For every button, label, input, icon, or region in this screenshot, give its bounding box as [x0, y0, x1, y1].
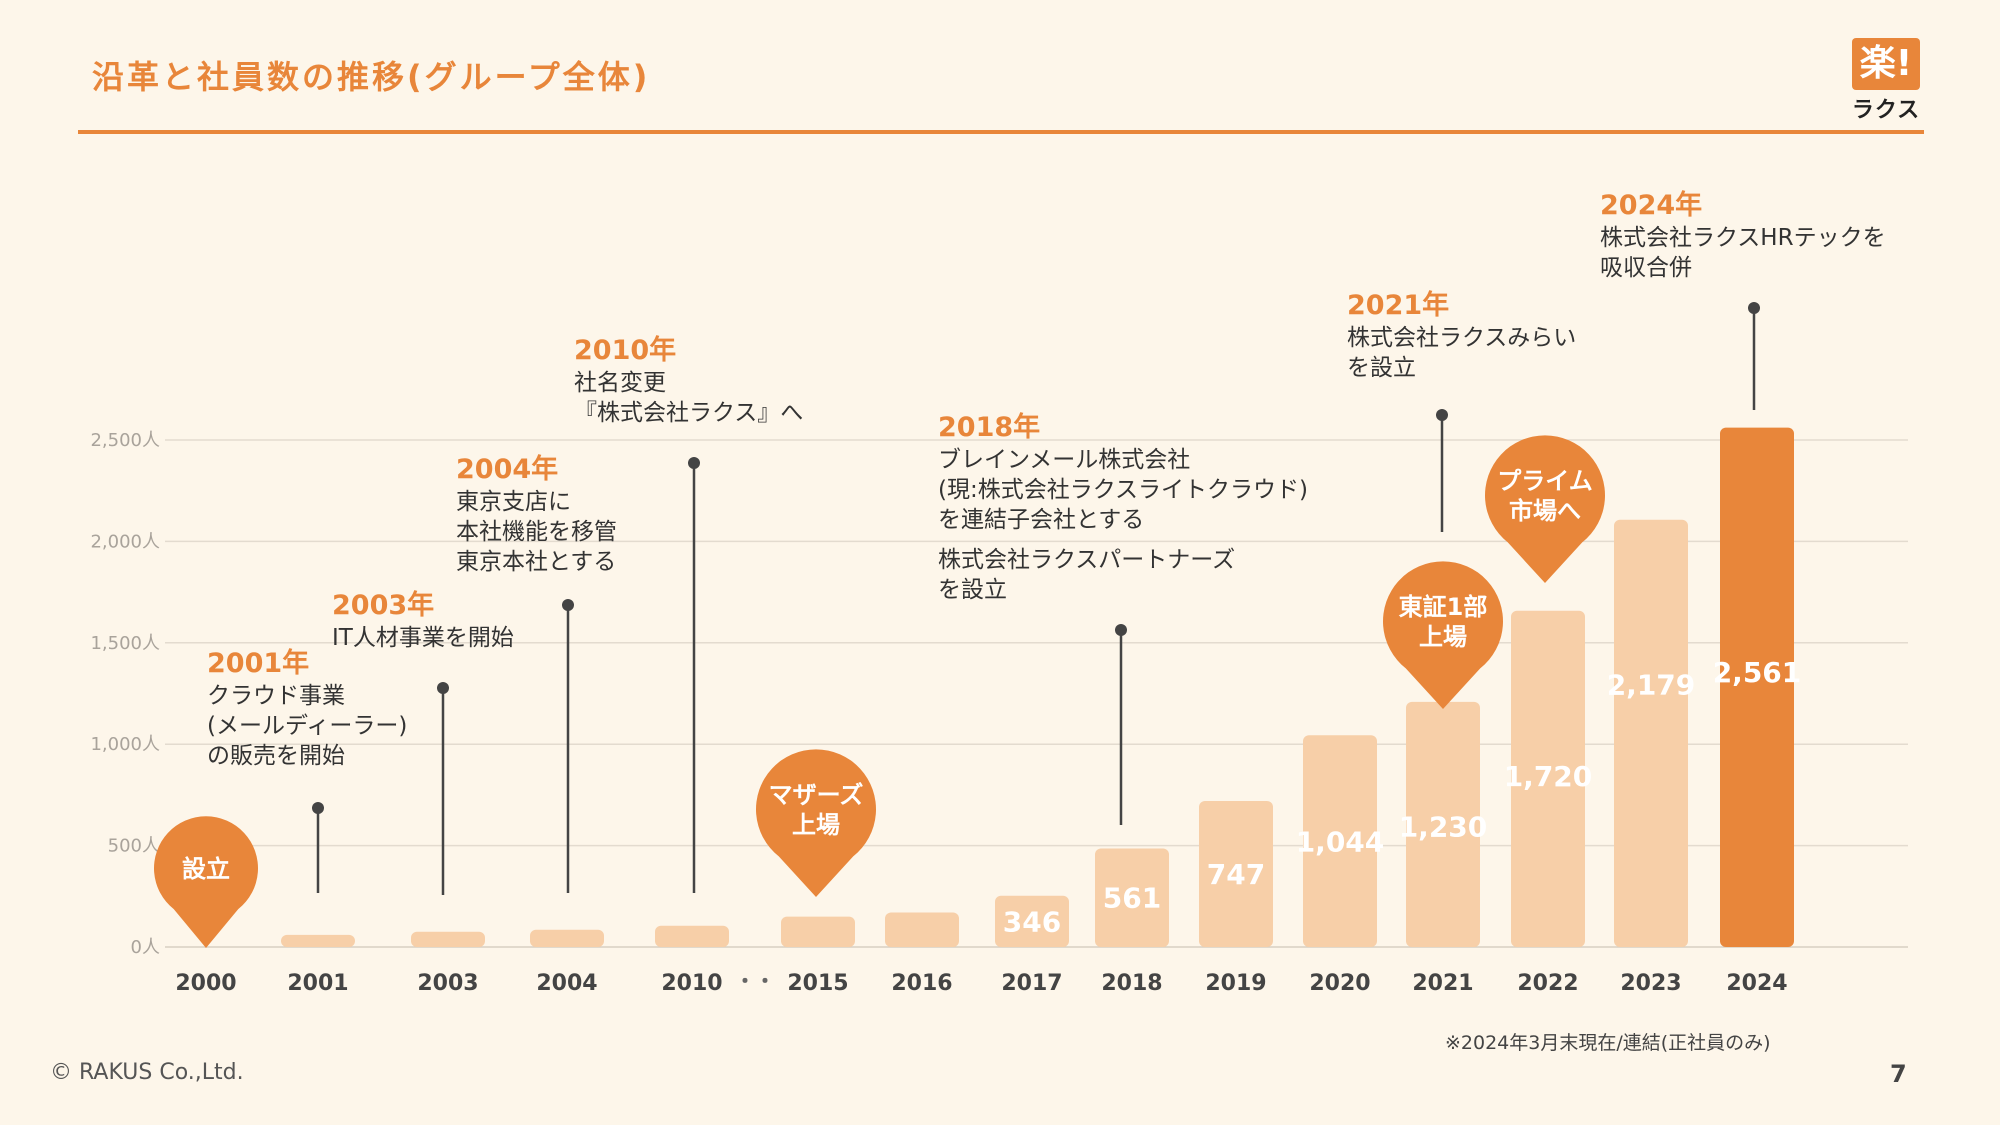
x-tick-label: 2003	[417, 971, 478, 996]
x-tick-label: 2015	[787, 971, 848, 996]
milestone-balloon	[1382, 561, 1504, 709]
milestone-label: 上場	[792, 811, 840, 839]
milestone-balloon	[154, 816, 258, 948]
x-tick-label: 2023	[1620, 971, 1681, 996]
y-tick-label: 2,000人	[90, 531, 160, 552]
event-text: 吸収合併	[1600, 255, 1692, 281]
event-year: 2003年	[332, 589, 434, 621]
event-year: 2010年	[574, 334, 676, 366]
page-title: 沿革と社員数の推移(グループ全体)	[92, 58, 651, 96]
bar	[411, 931, 485, 947]
copyright: © RAKUS Co.,Ltd.	[50, 1060, 244, 1085]
event-text: 東京支店に	[456, 489, 571, 515]
x-tick-label: 2010	[661, 971, 722, 996]
event-text: 東京本社とする	[456, 549, 616, 575]
event-text: を設立	[938, 577, 1007, 603]
event-pin-dot	[1748, 302, 1760, 314]
y-tick-label: 0人	[131, 937, 160, 958]
bar	[885, 912, 959, 947]
event-pin-dot	[562, 599, 574, 611]
milestone-label: マザーズ	[769, 781, 864, 809]
data-label: 561	[1103, 882, 1161, 915]
milestone-balloon	[756, 749, 877, 897]
event-text: 株式会社ラクスパートナーズ	[938, 547, 1235, 573]
milestone-label: 市場へ	[1509, 497, 1581, 525]
event-year: 2018年	[938, 411, 1040, 443]
milestone-label: 東証1部	[1399, 593, 1488, 621]
data-label: 346	[1003, 905, 1061, 938]
data-label: 747	[1207, 858, 1265, 891]
data-label: 1,044	[1296, 826, 1385, 859]
event-text: 社名変更	[574, 370, 666, 396]
event-text: を設立	[1347, 355, 1416, 381]
event-text: を連結子会社とする	[938, 507, 1144, 533]
event-text: ブレインメール株式会社	[938, 447, 1190, 473]
data-label: 1,720	[1504, 760, 1593, 793]
y-tick-label: 500人	[108, 836, 160, 857]
event-pin-dot	[312, 802, 324, 814]
x-tick-label: 2022	[1517, 971, 1578, 996]
event-year: 2024年	[1600, 189, 1702, 221]
event-year: 2021年	[1347, 289, 1449, 321]
bar	[1720, 427, 1794, 947]
event-text: クラウド事業	[207, 683, 345, 709]
event-year: 2004年	[456, 453, 558, 485]
bar	[995, 895, 1069, 947]
event-text: 『株式会社ラクス』へ	[574, 400, 803, 426]
bar	[1511, 610, 1585, 947]
milestone-label: 設立	[182, 855, 230, 883]
data-label: 1,230	[1399, 811, 1488, 844]
bar	[1406, 701, 1480, 947]
bar	[281, 934, 355, 947]
y-tick-label: 2,500人	[90, 430, 160, 451]
event-text: 株式会社ラクスみらい	[1347, 325, 1576, 351]
axis-break: ・・	[735, 969, 775, 993]
y-tick-label: 1,500人	[90, 633, 160, 654]
event-text: の販売を開始	[207, 743, 345, 769]
bar	[655, 925, 729, 947]
event-pin-dot	[437, 682, 449, 694]
x-tick-label: 2021	[1412, 971, 1473, 996]
bar	[1303, 735, 1377, 947]
event-text: (現:株式会社ラクスライトクラウド)	[938, 477, 1308, 503]
title-divider	[78, 130, 1924, 134]
y-tick-label: 1,000人	[90, 734, 160, 755]
event-pin-dot	[688, 457, 700, 469]
x-tick-label: 2001	[287, 971, 348, 996]
x-tick-label: 2017	[1001, 971, 1062, 996]
x-tick-label: 2024	[1726, 971, 1787, 996]
bar	[530, 929, 604, 947]
event-text: 本社機能を移管	[456, 519, 617, 545]
milestone-label: プライム	[1497, 467, 1593, 495]
x-tick-label: 2016	[891, 971, 952, 996]
bar	[1614, 519, 1688, 947]
event-year: 2001年	[207, 647, 309, 679]
event-pin-dot	[1115, 624, 1127, 636]
milestone-label: 上場	[1419, 623, 1467, 651]
bar	[1095, 848, 1169, 947]
event-text: IT人材事業を開始	[332, 625, 514, 651]
bar	[781, 916, 855, 947]
event-text: 株式会社ラクスHRテックを	[1600, 225, 1886, 251]
bar	[1199, 800, 1273, 947]
x-tick-label: 2018	[1101, 971, 1162, 996]
x-tick-label: 2000	[175, 971, 236, 996]
footnote: ※2024年3月末現在/連結(正社員のみ)	[1445, 1032, 1771, 1054]
milestone-balloon	[1485, 435, 1606, 583]
page-number: 7	[1890, 1060, 1907, 1088]
x-tick-label: 2004	[536, 971, 597, 996]
event-pin-dot	[1436, 409, 1448, 421]
logo-mark: 楽!	[1852, 38, 1920, 90]
event-text: (メールディーラー)	[207, 713, 407, 739]
company-logo: 楽! ラクス	[1848, 38, 1924, 124]
logo-text: ラクス	[1851, 98, 1921, 123]
data-label: 2,179	[1607, 669, 1696, 702]
x-tick-label: 2020	[1309, 971, 1370, 996]
data-label: 2,561	[1713, 656, 1802, 689]
x-tick-label: 2019	[1205, 971, 1266, 996]
